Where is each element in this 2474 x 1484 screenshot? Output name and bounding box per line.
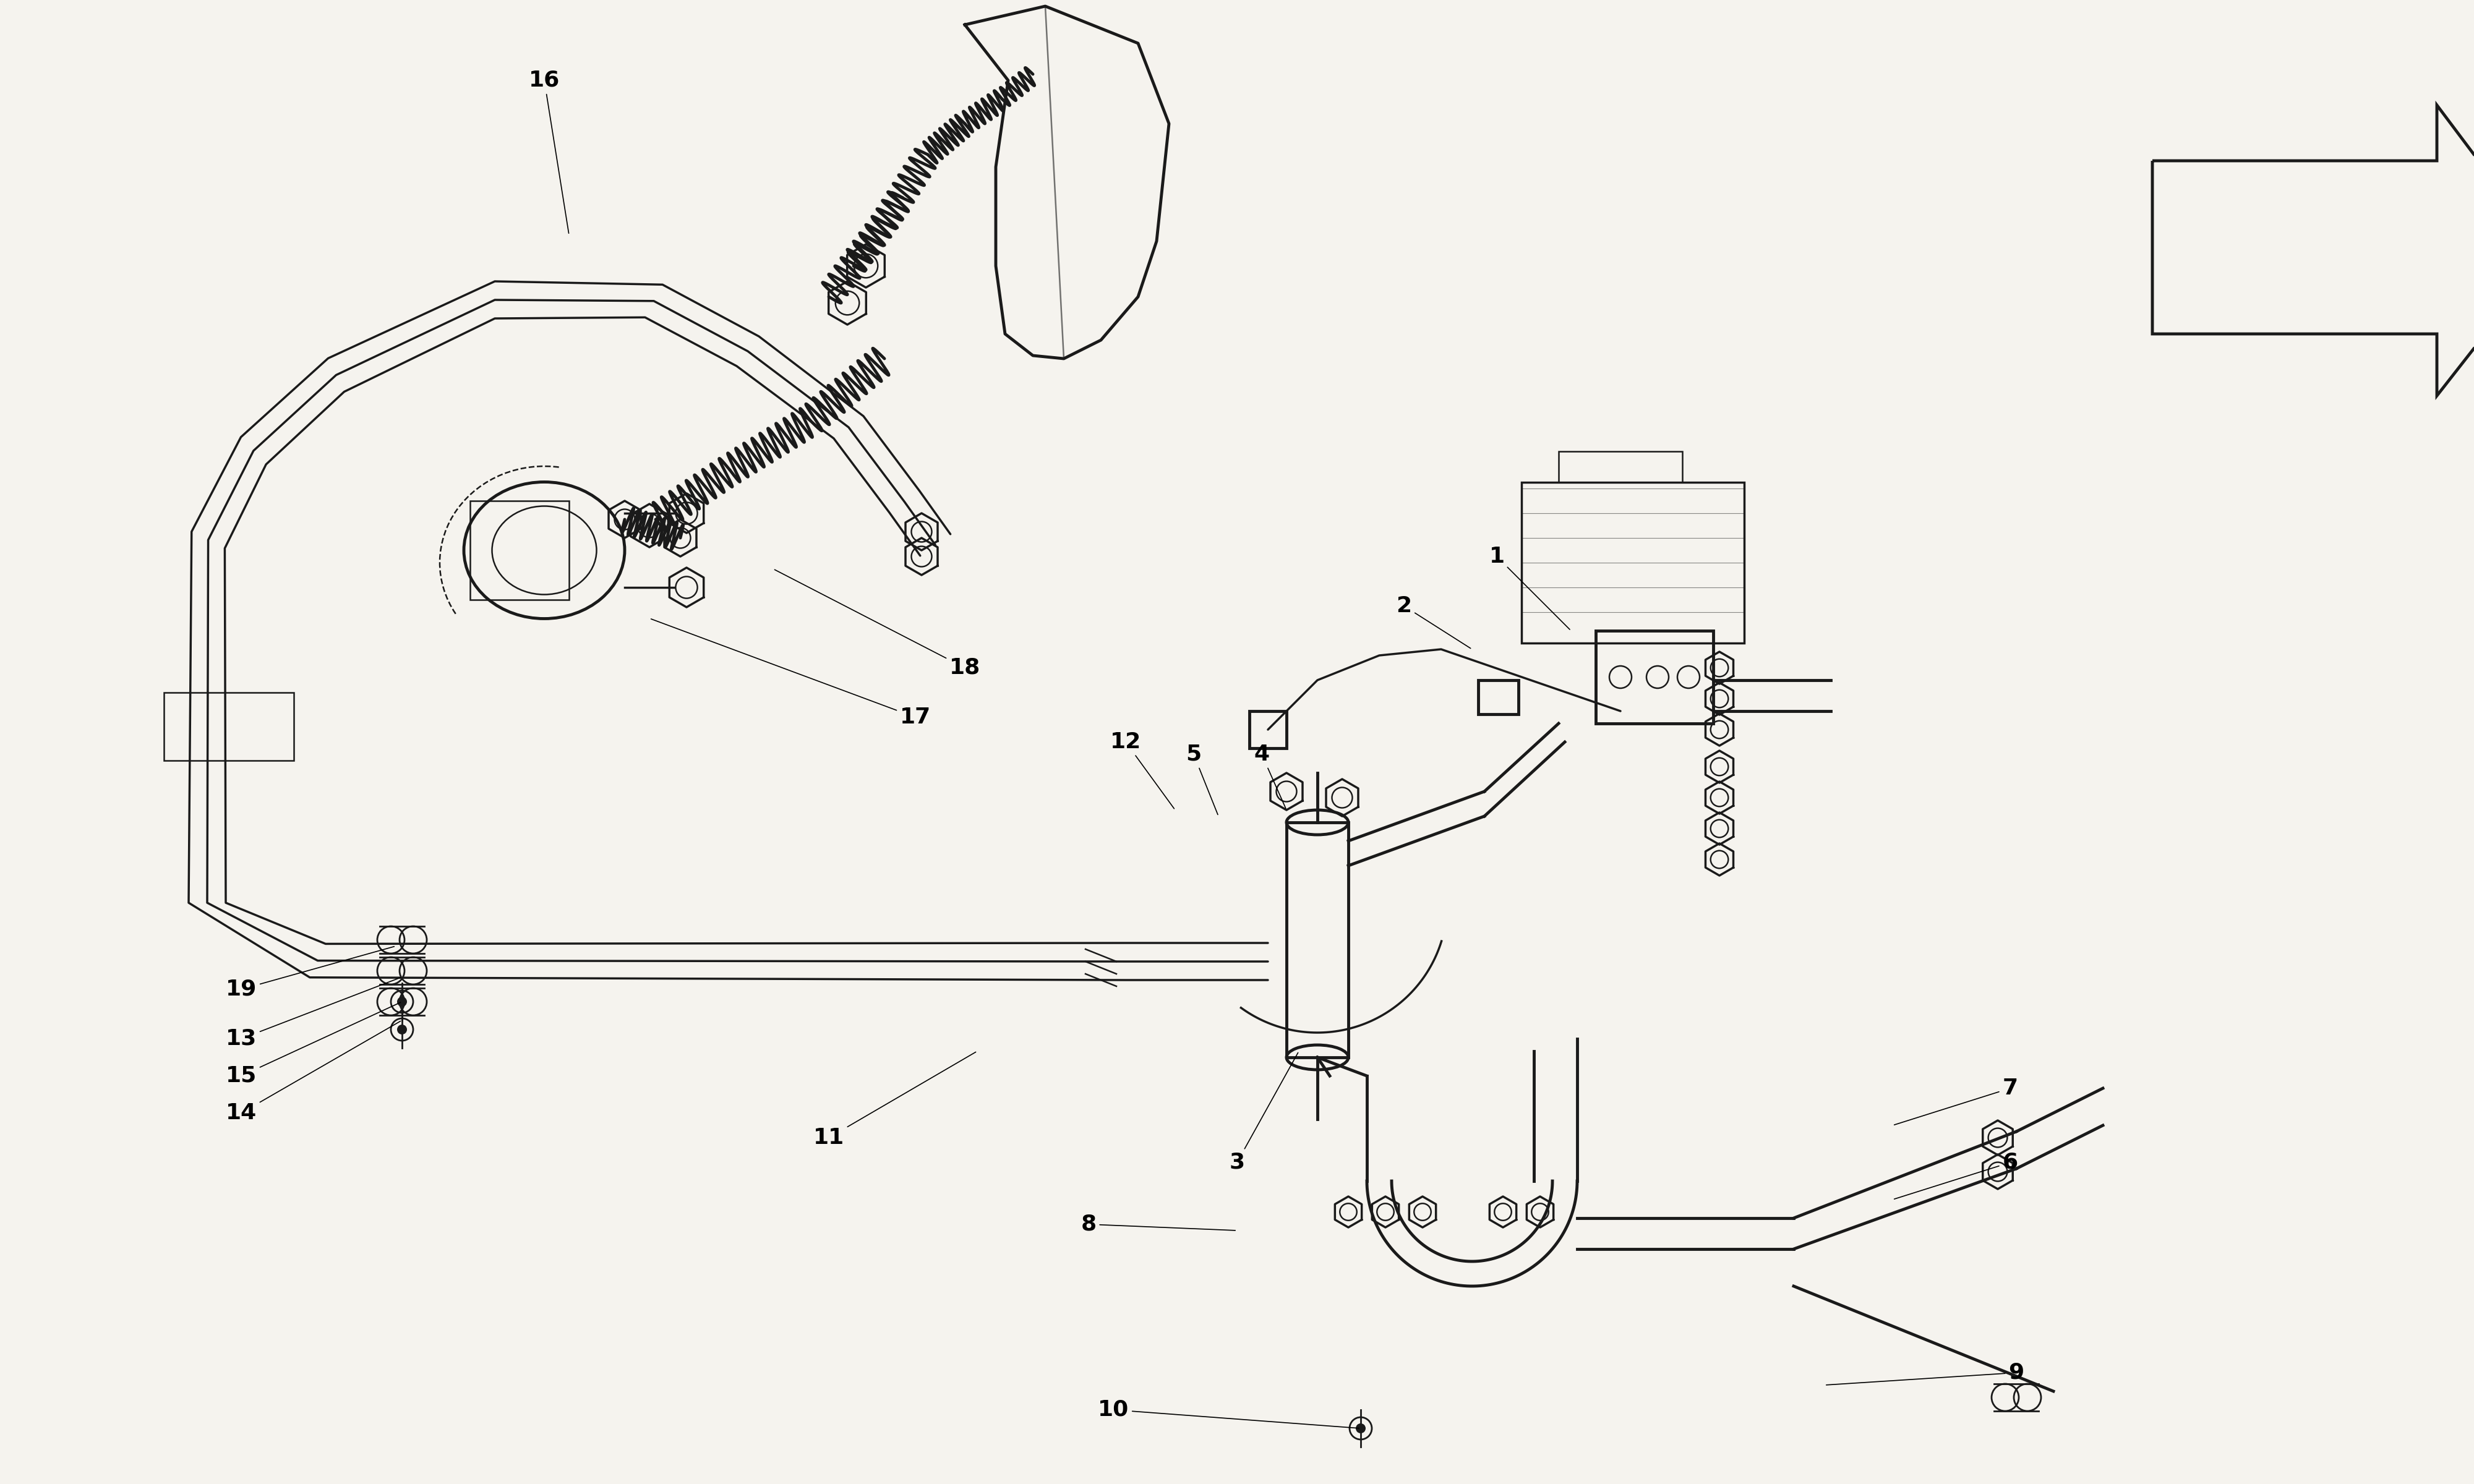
Circle shape [396,997,406,1006]
Text: 4: 4 [1254,743,1286,809]
Bar [1596,631,1712,723]
Text: 9: 9 [1826,1362,2024,1385]
Text: 5: 5 [1185,743,1217,815]
Text: 1: 1 [1489,546,1571,629]
Text: 16: 16 [529,70,569,233]
Text: 19: 19 [225,947,393,1000]
Text: 3: 3 [1230,1052,1299,1172]
Text: 18: 18 [774,570,980,678]
Text: 7: 7 [1895,1077,2019,1125]
Bar [1559,451,1682,482]
Bar [1286,822,1348,1057]
Text: 13: 13 [225,978,401,1049]
Text: 6: 6 [1895,1152,2019,1199]
Text: 11: 11 [814,1052,975,1149]
Text: 17: 17 [651,619,930,727]
Circle shape [1356,1423,1366,1434]
Bar [1249,711,1286,748]
Bar [1479,680,1519,714]
Text: 10: 10 [1098,1399,1358,1428]
Text: 2: 2 [1395,595,1470,649]
Circle shape [396,1024,406,1034]
Bar [163,693,294,760]
Bar [1522,482,1744,643]
Text: 12: 12 [1111,732,1175,809]
Text: 8: 8 [1081,1214,1235,1235]
Text: 14: 14 [225,1021,401,1123]
Text: 15: 15 [225,1002,401,1086]
Bar [470,500,569,600]
